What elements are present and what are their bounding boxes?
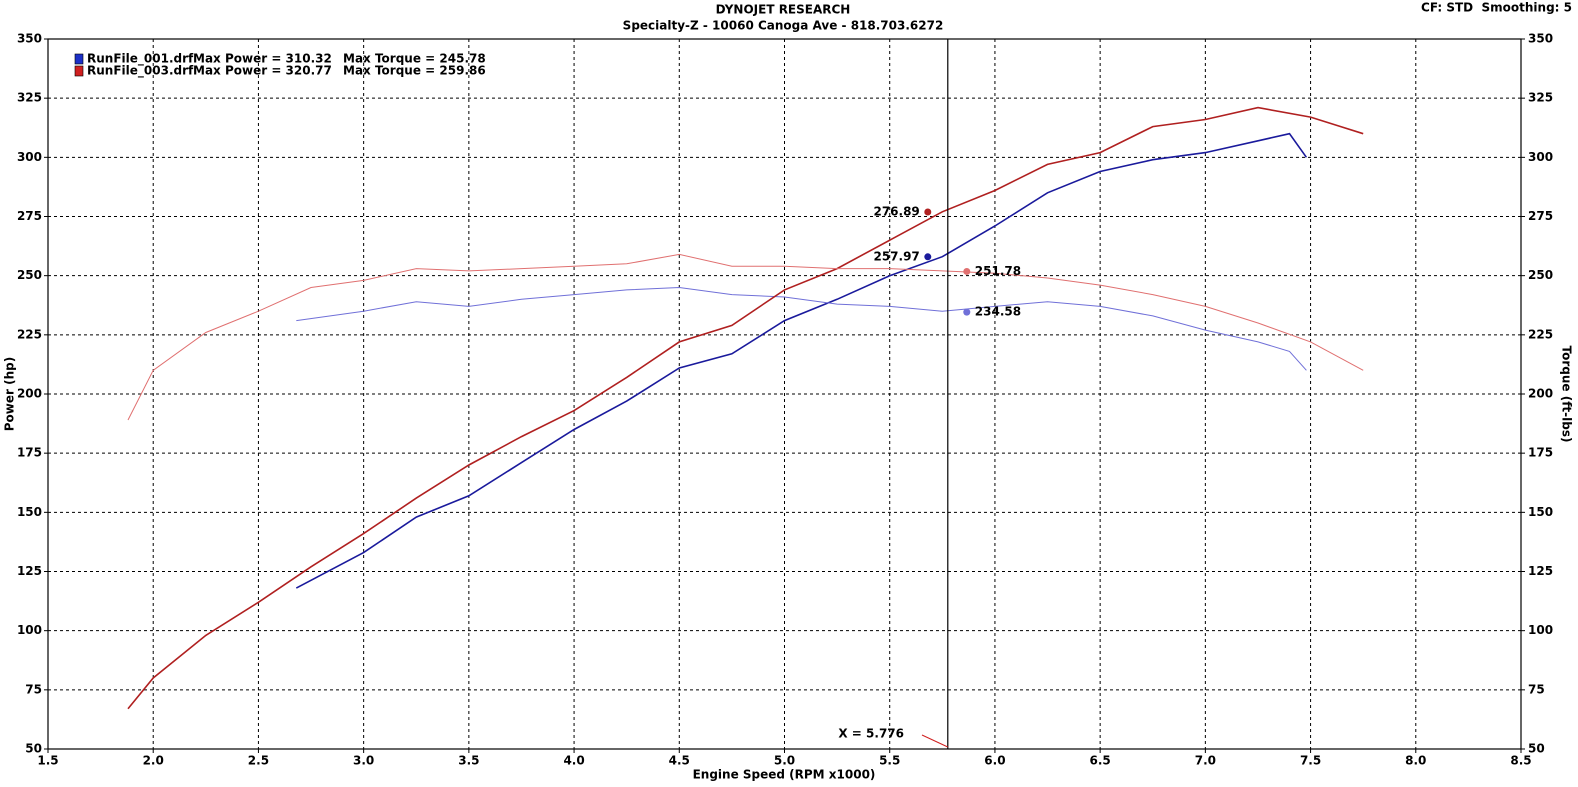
plot-border [47,38,1522,750]
cursor-value: 251.78 [975,264,1021,278]
cursor-dot [924,253,932,261]
x-tick-label: 2.0 [143,754,164,768]
cursor-value: 257.97 [873,249,919,263]
y-tick-label: 50 [25,742,42,756]
y-tick-label: 125 [17,564,42,578]
legend-torque: Max Torque = 245.78 [343,52,486,66]
y-tick-label: 325 [17,91,42,105]
y-tick-label: 75 [25,682,42,696]
cursor-dot [963,267,971,275]
x-tick-label: 6.0 [984,754,1005,768]
y-tick-label: 175 [17,446,42,460]
data-line [127,106,1364,710]
y-tick-label: 225 [17,327,42,341]
y2-tick-label: 225 [1528,327,1553,341]
y-axis-label: Power (hp) [3,357,17,431]
y2-tick-label: 100 [1528,623,1553,637]
cursor-value: 234.58 [975,305,1021,319]
y2-tick-label: 50 [1528,742,1545,756]
y2-tick-label: 275 [1528,209,1553,223]
y2-tick-label: 200 [1528,387,1553,401]
y2-tick-label: 325 [1528,91,1553,105]
y2-tick-label: 350 [1528,32,1553,46]
y-tick-label: 150 [17,505,42,519]
legend-name: RunFile_003.drf [87,64,194,79]
y2-tick-label: 175 [1528,446,1553,460]
x-tick-label: 3.5 [458,754,479,768]
y-tick-label: 200 [17,387,42,401]
cursor-label: X = 5.776 [838,727,904,741]
y2-tick-label: 150 [1528,505,1553,519]
y2-tick-label: 75 [1528,682,1545,696]
data-line [127,253,1364,421]
x-tick-label: 6.5 [1090,754,1111,768]
x-tick-label: 4.5 [669,754,690,768]
legend-swatch [74,53,84,65]
cursor-dot [924,208,932,216]
cursor-dot [963,308,971,316]
legend-power: Max Power = 320.77 [193,64,332,78]
y2-tick-label: 300 [1528,150,1553,164]
chart-subtitle: Specialty-Z - 10060 Canoga Ave - 818.703… [623,19,944,33]
y-tick-label: 275 [17,209,42,223]
y-tick-label: 350 [17,32,42,46]
legend-torque: Max Torque = 259.86 [343,64,486,78]
x-tick-label: 8.5 [1510,754,1531,768]
x-tick-label: 8.0 [1405,754,1426,768]
y-tick-label: 100 [17,623,42,637]
x-tick-label: 4.0 [563,754,584,768]
settings-text: CF: STD Smoothing: 5 [1421,1,1572,15]
y-tick-label: 250 [17,268,42,282]
legend-name: RunFile_001.drf [87,52,194,67]
y2-axis-label: Torque (ft-lbs) [1560,346,1574,443]
x-tick-label: 5.5 [879,754,900,768]
x-tick-label: 1.5 [37,754,58,768]
y-tick-label: 300 [17,150,42,164]
x-tick-label: 5.0 [774,754,795,768]
x-tick-label: 7.0 [1195,754,1216,768]
chart-title: DYNOJET RESEARCH [716,3,851,17]
legend-power: Max Power = 310.32 [193,52,332,66]
data-line [295,132,1308,589]
x-tick-label: 7.5 [1300,754,1321,768]
cursor-pointer [921,734,949,748]
data-line [296,286,1307,371]
y2-tick-label: 125 [1528,564,1553,578]
cursor-value: 276.89 [873,205,919,219]
legend-swatch [74,65,84,77]
x-tick-label: 2.5 [248,754,269,768]
x-tick-label: 3.0 [353,754,374,768]
x-axis-label: Engine Speed (RPM x1000) [693,768,876,782]
y2-tick-label: 250 [1528,268,1553,282]
